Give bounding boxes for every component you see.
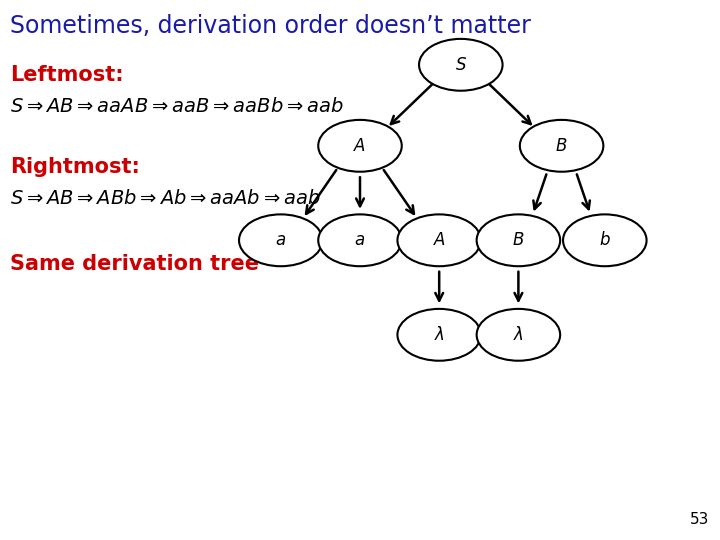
Text: $\lambda$: $\lambda$ xyxy=(513,326,524,344)
Text: $B$: $B$ xyxy=(512,231,525,249)
Ellipse shape xyxy=(563,214,647,266)
Text: $S$: $S$ xyxy=(455,56,467,74)
Text: $\lambda$: $\lambda$ xyxy=(433,326,445,344)
Ellipse shape xyxy=(419,39,503,91)
Text: $a$: $a$ xyxy=(354,231,366,249)
Text: Same derivation tree: Same derivation tree xyxy=(10,254,259,274)
Ellipse shape xyxy=(477,214,560,266)
Ellipse shape xyxy=(397,214,481,266)
Text: Sometimes, derivation order doesn’t matter: Sometimes, derivation order doesn’t matt… xyxy=(10,14,531,37)
Text: $S \Rightarrow AB \Rightarrow aaAB \Rightarrow aaB \Rightarrow aaBb \Rightarrow : $S \Rightarrow AB \Rightarrow aaAB \Righ… xyxy=(10,97,343,116)
Text: $a$: $a$ xyxy=(275,231,287,249)
Text: $A$: $A$ xyxy=(354,137,366,155)
Text: $S \Rightarrow AB \Rightarrow ABb \Rightarrow Ab \Rightarrow aaAb \Rightarrow aa: $S \Rightarrow AB \Rightarrow ABb \Right… xyxy=(10,189,320,208)
Ellipse shape xyxy=(520,120,603,172)
Text: Rightmost:: Rightmost: xyxy=(10,157,140,177)
Ellipse shape xyxy=(318,214,402,266)
Ellipse shape xyxy=(477,309,560,361)
Text: $A$: $A$ xyxy=(433,231,446,249)
Ellipse shape xyxy=(397,309,481,361)
Text: Leftmost:: Leftmost: xyxy=(10,65,124,85)
Ellipse shape xyxy=(239,214,323,266)
Ellipse shape xyxy=(318,120,402,172)
Text: $b$: $b$ xyxy=(599,231,611,249)
Text: $B$: $B$ xyxy=(555,137,568,155)
Text: 53: 53 xyxy=(690,511,709,526)
